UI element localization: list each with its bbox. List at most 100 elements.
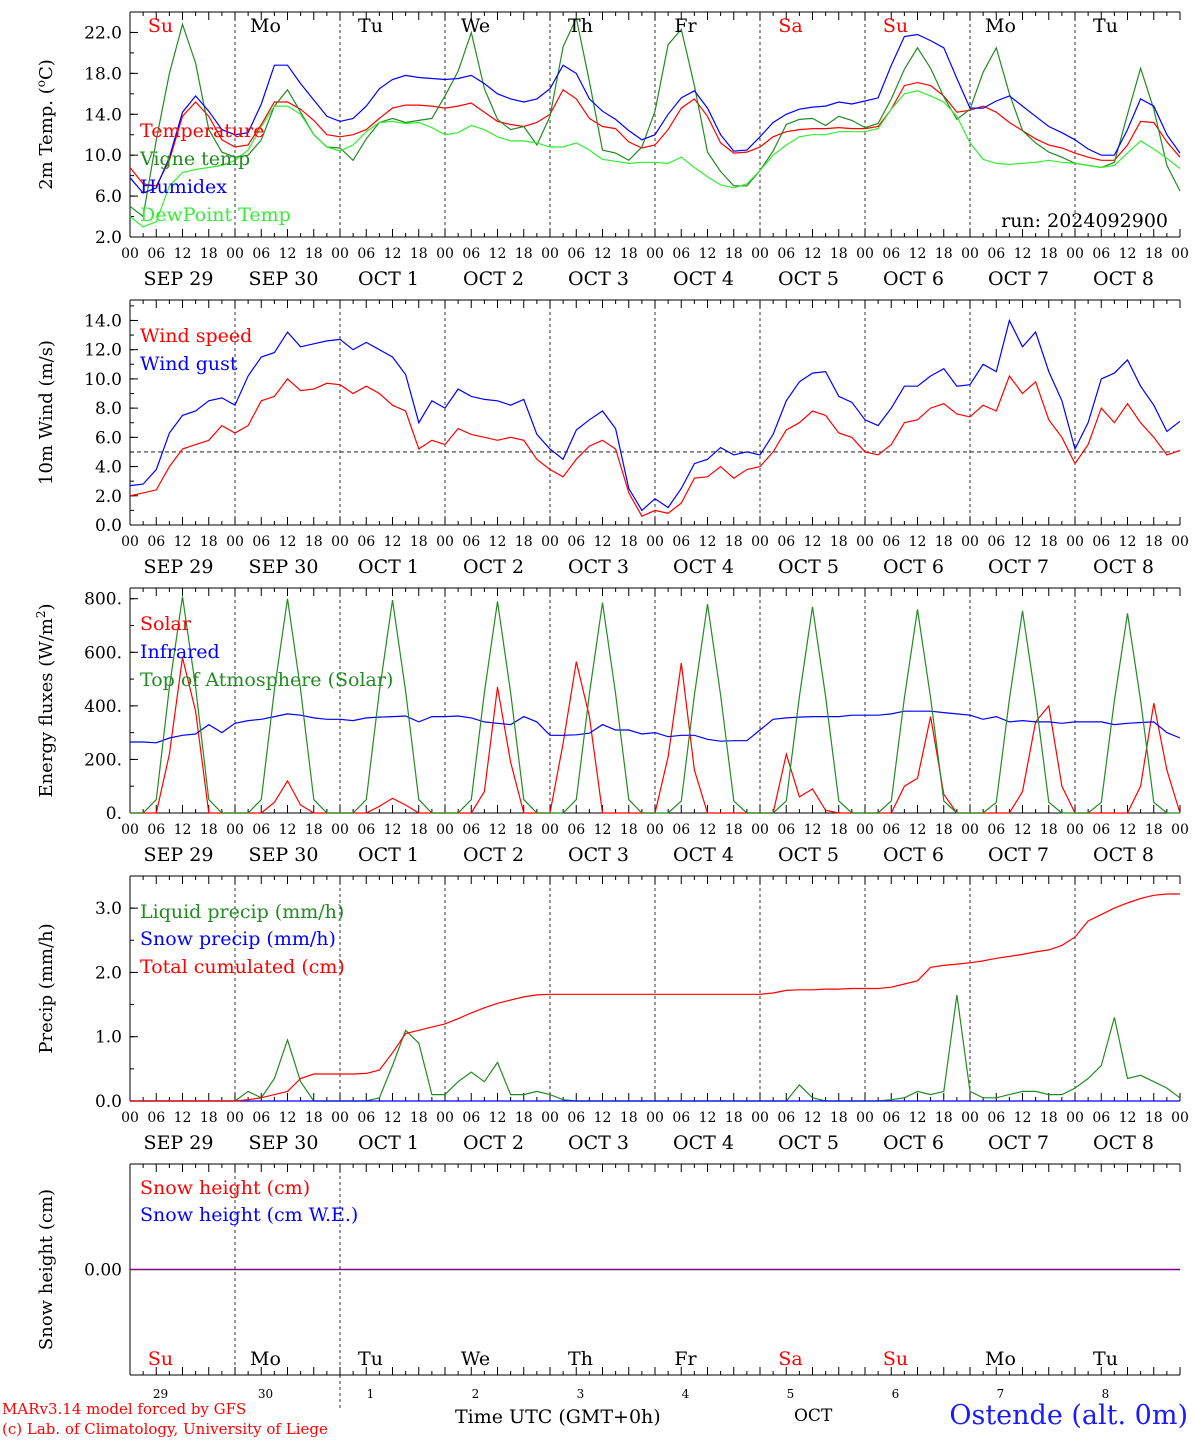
date-label: OCT 5 <box>778 844 839 866</box>
date-label: OCT 1 <box>358 1132 419 1154</box>
hour-tick-label: 12 <box>174 534 192 550</box>
hour-tick-label: 18 <box>200 246 218 262</box>
hour-tick-label: 12 <box>279 1110 297 1126</box>
weekday-label-bottom: Sa <box>778 1348 802 1370</box>
date-label: OCT 3 <box>568 844 629 866</box>
legend-entry: Solar <box>140 613 192 635</box>
series-line-dewpoint-temp <box>129 90 1181 228</box>
hour-tick-label: 06 <box>567 1110 585 1126</box>
hour-tick-label: 18 <box>830 246 848 262</box>
panel-5: 0.00 Snow height (cm) Snow height (cm) Snow… <box>36 1163 1181 1409</box>
hour-tick-label: 00 <box>856 534 874 550</box>
legend-entry: Infrared <box>140 641 220 663</box>
hour-tick-label: 18 <box>620 822 638 838</box>
hour-tick-label: 00 <box>1066 246 1084 262</box>
hour-tick-label: 12 <box>279 822 297 838</box>
legend-entry: Vigne temp <box>139 148 250 170</box>
hour-tick-label: 06 <box>1092 822 1110 838</box>
date-label: SEP 29 <box>144 268 214 290</box>
hour-tick-label: 06 <box>462 246 480 262</box>
date-label: OCT 7 <box>988 556 1049 578</box>
hour-tick-label: 06 <box>1092 534 1110 550</box>
hour-tick-label: 06 <box>882 246 900 262</box>
hour-tick-label: 06 <box>1092 1110 1110 1126</box>
hour-tick-label: 12 <box>1014 1110 1032 1126</box>
legend-entry: Top of Atmosphere (Solar) <box>140 669 393 691</box>
date-label: SEP 30 <box>249 556 319 578</box>
hour-tick-label: 12 <box>1014 246 1032 262</box>
hour-tick-label: 12 <box>804 822 822 838</box>
hour-tick-label: 12 <box>174 246 192 262</box>
hour-tick-label: 12 <box>1119 246 1137 262</box>
hour-tick-label: 12 <box>909 534 927 550</box>
hour-tick-label: 18 <box>200 822 218 838</box>
series-line-top-of-atmosphere-solar- <box>130 596 1180 814</box>
hour-tick-label: 00 <box>1171 1110 1189 1126</box>
hour-tick-label: 12 <box>279 534 297 550</box>
legend-entry: Liquid precip (mm/h) <box>140 901 344 923</box>
hour-tick-label: 06 <box>252 246 270 262</box>
lab-credit: (c) Lab. of Climatology, University of L… <box>2 1420 328 1438</box>
hour-tick-label: 18 <box>410 822 428 838</box>
hour-tick-label: 00 <box>1171 534 1189 550</box>
hour-tick-label: 06 <box>567 534 585 550</box>
date-label: SEP 30 <box>249 1132 319 1154</box>
hour-tick-label: 12 <box>1014 822 1032 838</box>
hour-tick-label: 12 <box>594 1110 612 1126</box>
y-tick-label: 14.0 <box>84 105 122 125</box>
hour-tick-label: 12 <box>489 822 507 838</box>
y-tick-label: 3.0 <box>95 899 122 919</box>
y-tick-label: 0.0 <box>95 1092 122 1112</box>
hour-tick-label: 18 <box>305 1110 323 1126</box>
hour-tick-label: 06 <box>462 822 480 838</box>
weekday-label-bottom: Su <box>148 1348 173 1370</box>
day-number-label: 2 <box>472 1387 480 1401</box>
series-line-wind-gust <box>129 318 1181 512</box>
y-axis-title: 2m Temp. (oC) <box>34 59 57 190</box>
y-axis-title-superscript: o <box>34 80 48 87</box>
date-label: OCT 5 <box>778 268 839 290</box>
hour-tick-label: 00 <box>121 1110 139 1126</box>
date-label: OCT 2 <box>463 268 524 290</box>
hour-tick-label: 00 <box>331 822 349 838</box>
hour-tick-label: 18 <box>200 534 218 550</box>
hour-tick-label: 00 <box>541 534 559 550</box>
legend-entry: Wind speed <box>140 325 252 347</box>
weekday-label-bottom: Mo <box>985 1348 1016 1370</box>
hour-tick-label: 12 <box>699 534 717 550</box>
hour-tick-label: 18 <box>1040 822 1058 838</box>
hour-tick-label: 12 <box>804 1110 822 1126</box>
hour-tick-label: 12 <box>1119 534 1137 550</box>
date-label: OCT 5 <box>778 556 839 578</box>
hour-tick-label: 00 <box>751 822 769 838</box>
y-tick-label: 6.0 <box>95 428 122 448</box>
hour-tick-label: 18 <box>305 534 323 550</box>
date-label: OCT 7 <box>988 1132 1049 1154</box>
model-credit: MARv3.14 model forced by GFS <box>2 1400 247 1418</box>
series-line-vigne-temp <box>129 16 1181 218</box>
hour-tick-label: 06 <box>987 822 1005 838</box>
hour-tick-label: 00 <box>331 246 349 262</box>
date-label: OCT 8 <box>1093 268 1154 290</box>
hour-tick-label: 06 <box>672 1110 690 1126</box>
hour-tick-label: 00 <box>1066 822 1084 838</box>
hour-tick-label: 00 <box>751 1110 769 1126</box>
hour-tick-label: 00 <box>961 246 979 262</box>
y-tick-label: 14.0 <box>84 311 122 331</box>
hour-tick-label: 18 <box>1145 246 1163 262</box>
hour-tick-label: 12 <box>594 246 612 262</box>
y-tick-label: 600. <box>84 643 122 663</box>
hour-tick-label: 00 <box>1171 822 1189 838</box>
hour-tick-label: 18 <box>725 1110 743 1126</box>
day-number-label: 3 <box>577 1387 585 1401</box>
hour-tick-label: 06 <box>252 534 270 550</box>
x-axis-title: Time UTC (GMT+0h) <box>455 1406 661 1428</box>
hour-tick-label: 18 <box>515 534 533 550</box>
hour-tick-label: 00 <box>961 822 979 838</box>
hour-tick-label: 06 <box>777 822 795 838</box>
date-label: OCT 2 <box>463 1132 524 1154</box>
hour-tick-label: 18 <box>935 1110 953 1126</box>
panel-4: 0.0 1.0 2.0 3.0 Precip (mm/h) 00 06 12 18 00 06 12 1… <box>36 875 1189 1154</box>
hour-tick-label: 12 <box>699 822 717 838</box>
